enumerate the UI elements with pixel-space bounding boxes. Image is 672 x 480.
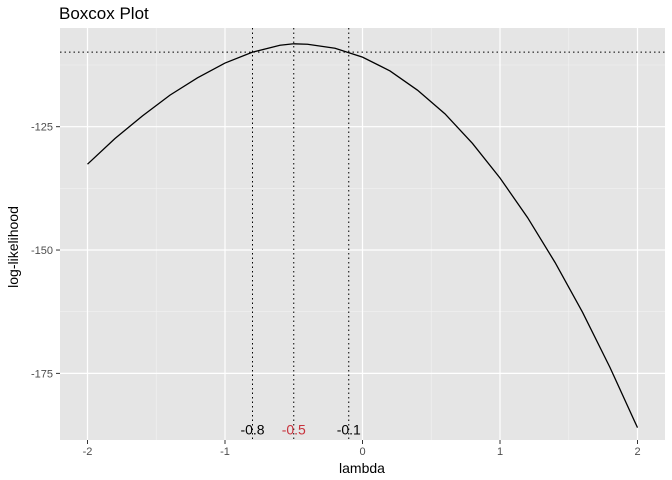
lambda-annotation: -0.8 bbox=[240, 422, 264, 438]
x-tick-label: 1 bbox=[497, 446, 503, 458]
x-axis-label: lambda bbox=[339, 460, 385, 476]
x-tick-label: -2 bbox=[83, 446, 93, 458]
x-tick-label: -1 bbox=[220, 446, 230, 458]
y-tick-label: -150 bbox=[31, 245, 53, 257]
x-tick-label: 2 bbox=[634, 446, 640, 458]
y-axis-label: log-likelihood bbox=[5, 206, 21, 288]
y-tick-label: -175 bbox=[31, 368, 53, 380]
series-layer bbox=[87, 43, 639, 428]
x-axis: -2 -1 0 1 2 bbox=[83, 440, 641, 458]
grid-major bbox=[60, 28, 665, 440]
loglik-curve bbox=[87, 43, 639, 428]
y-tick-label: -125 bbox=[31, 122, 53, 134]
chart-title: Boxcox Plot bbox=[59, 4, 149, 23]
y-axis: -125 -150 -175 bbox=[31, 122, 60, 380]
lambda-annotation: -0.5 bbox=[282, 422, 306, 438]
x-tick-label: 0 bbox=[359, 446, 365, 458]
reference-lines bbox=[60, 28, 665, 440]
lambda-annotation: -0.1 bbox=[337, 422, 361, 438]
annotation-layer: -0.8 -0.5 -0.1 bbox=[240, 422, 361, 438]
